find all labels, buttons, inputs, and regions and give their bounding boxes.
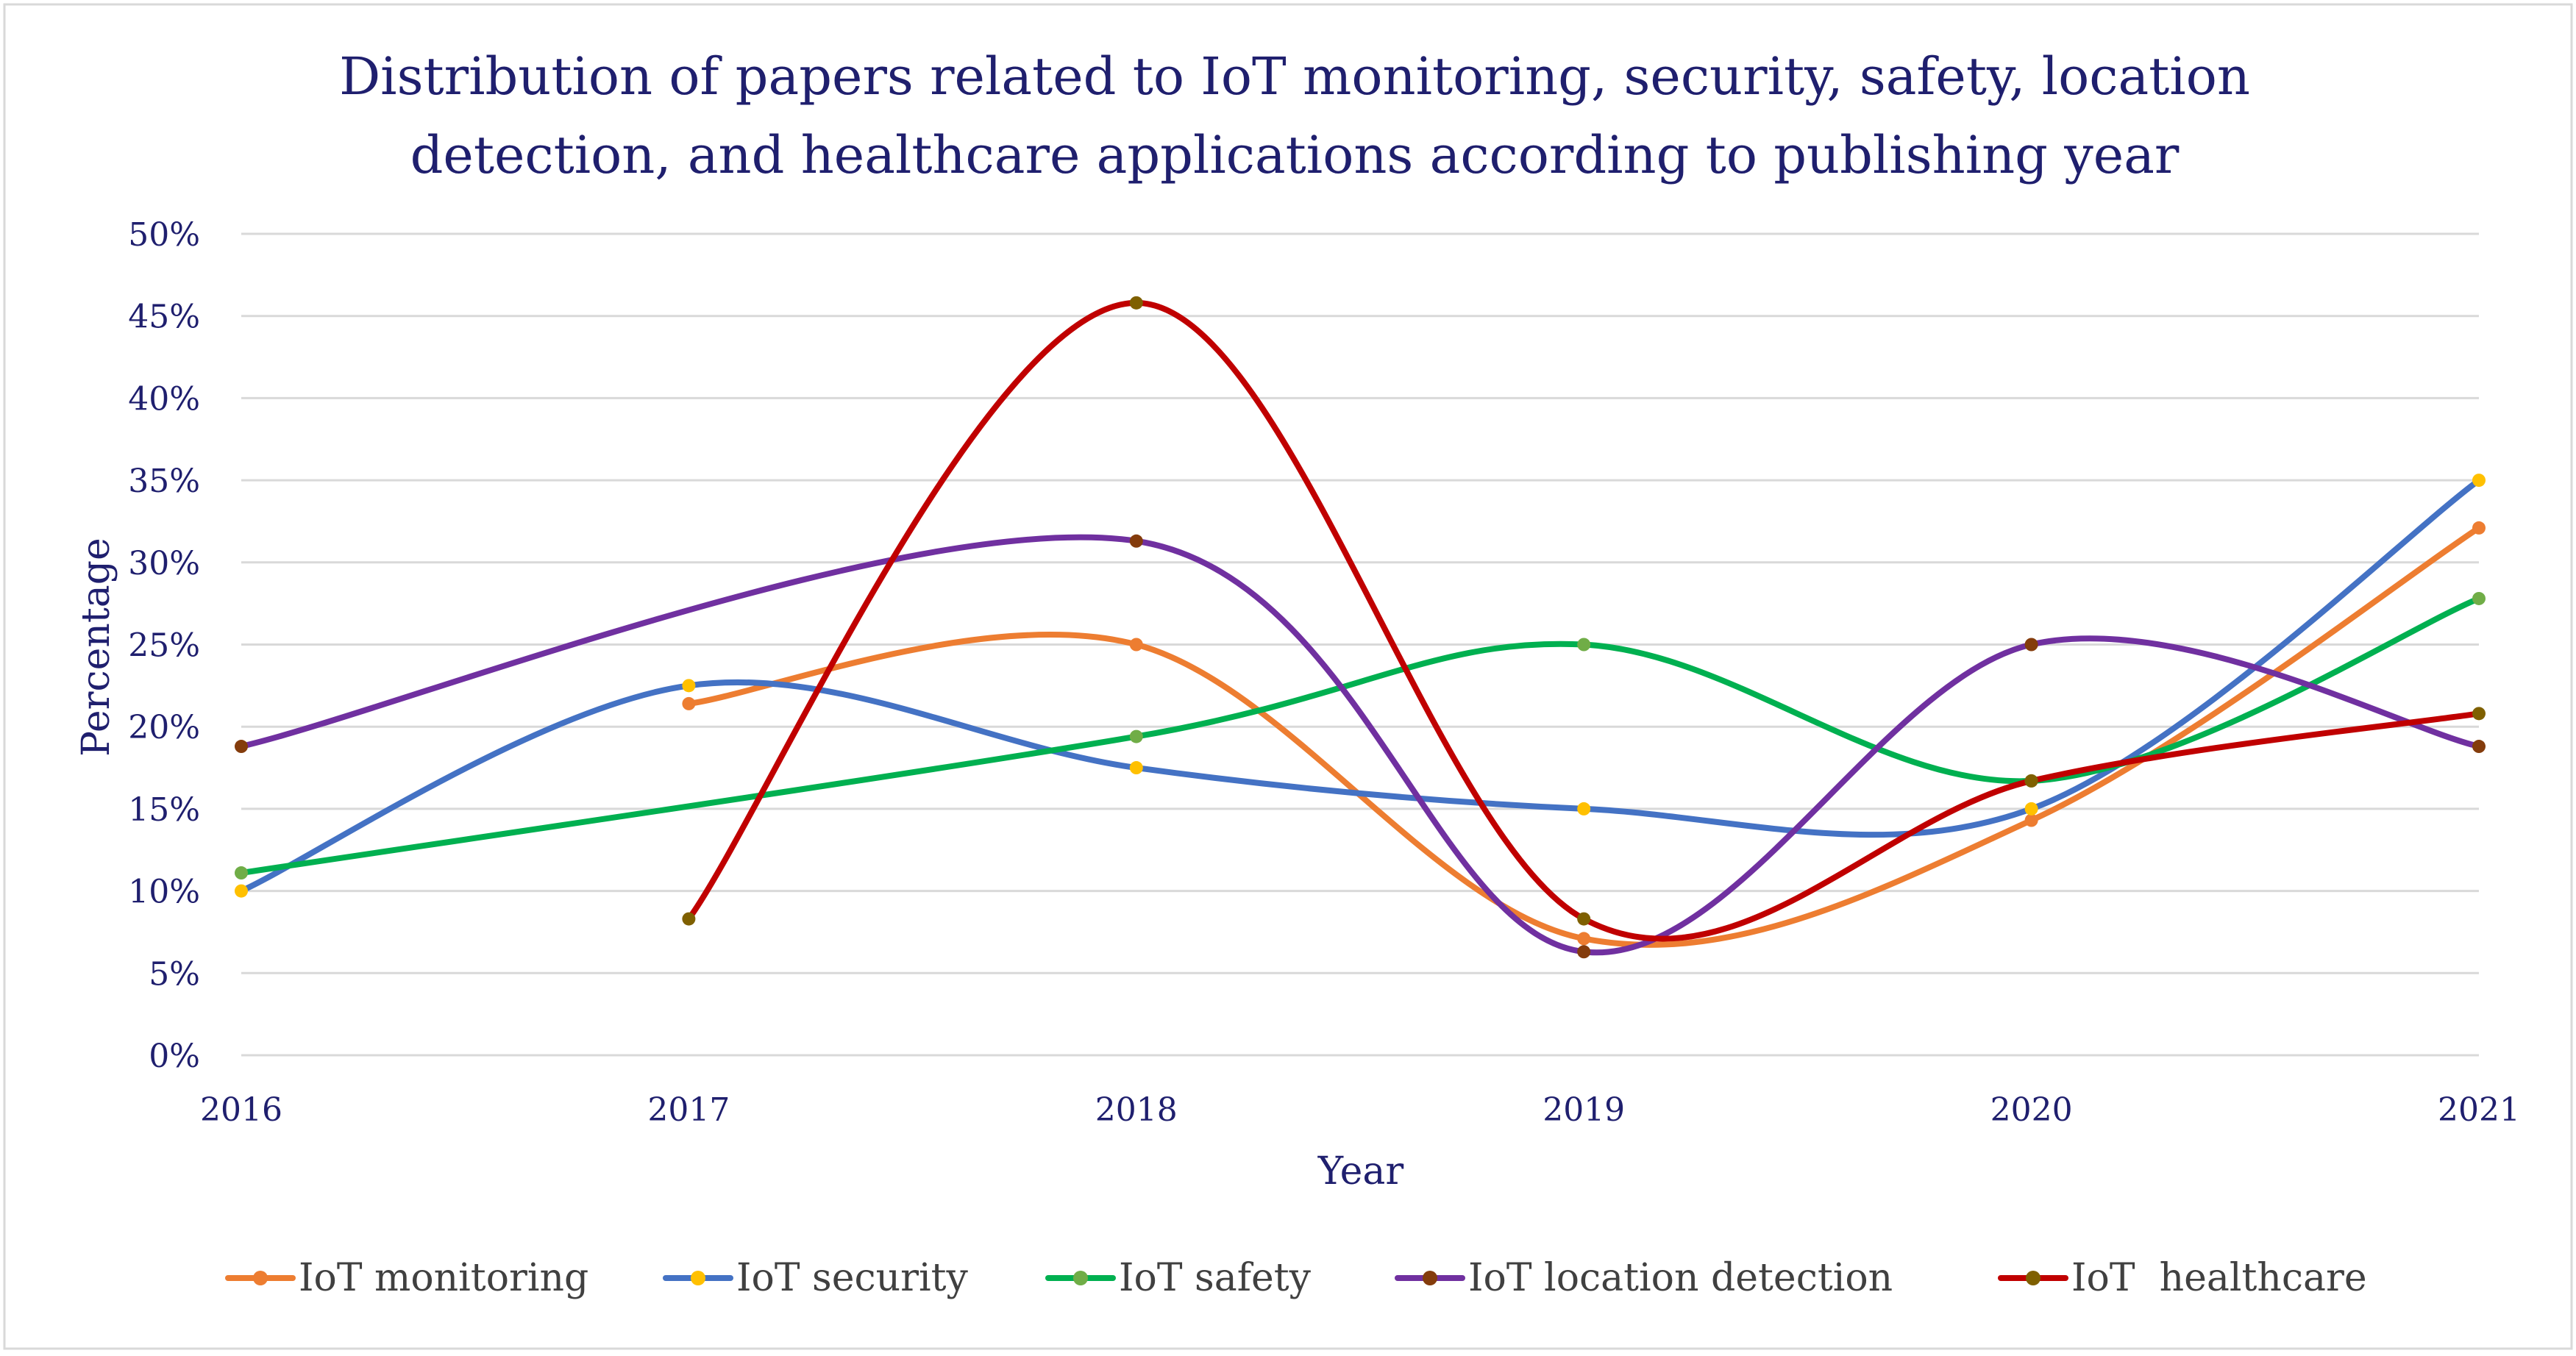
x-tick-label: 2019 (1543, 1091, 1625, 1129)
legend: IoT monitoring IoT security IoT safety IoT … (225, 1256, 2367, 1300)
y-tick-label: 45% (128, 299, 200, 336)
data-point-iot-safety (1129, 729, 1143, 743)
data-point-iot-healthcare (2024, 774, 2038, 788)
chart-border (3, 3, 2573, 1350)
y-tick-label: 15% (128, 791, 200, 829)
y-tick-label: 0% (149, 1038, 200, 1075)
x-axis-label: Year (1317, 1149, 1404, 1193)
data-point-iot-monitoring (682, 696, 696, 710)
series-lines (238, 299, 2482, 956)
y-tick-label: 50% (128, 216, 200, 254)
data-point-iot-healthcare (1129, 296, 1143, 310)
series-line-iot-location-detection (238, 534, 2482, 956)
legend-item: IoT safety (1045, 1256, 1312, 1300)
data-point-iot-safety (2472, 591, 2486, 605)
legend-label: IoT security (736, 1256, 969, 1300)
chart-title-line-1: Distribution of papers related to IoT mo… (339, 46, 2250, 107)
legend-item: IoT healthcare (1998, 1256, 2367, 1300)
data-point-iot-security (682, 679, 696, 693)
data-point-iot-security (1577, 802, 1591, 816)
legend-item: IoT security (663, 1256, 969, 1300)
y-tick-label: 20% (128, 709, 200, 746)
data-point-iot-safety (235, 866, 248, 880)
data-point-iot-security (1129, 761, 1143, 775)
data-point-iot-location-detection (235, 740, 248, 754)
series-line-iot-healthcare (686, 299, 2482, 942)
data-point-iot-healthcare (2472, 707, 2486, 721)
legend-item: IoT monitoring (225, 1256, 588, 1300)
y-tick-label: 5% (149, 955, 200, 993)
x-tick-label: 2018 (1095, 1091, 1178, 1129)
y-tick-label: 35% (128, 463, 200, 500)
data-point-iot-location-detection (2472, 740, 2486, 754)
x-axis-ticks: 2016 2017 2018 2019 2020 2021 (200, 1091, 2520, 1129)
data-point-iot-monitoring (2472, 521, 2486, 535)
y-tick-label: 40% (128, 380, 200, 418)
y-tick-label: 30% (128, 545, 200, 582)
data-point-iot-monitoring (2024, 813, 2038, 827)
chart-title-line-2: detection, and healthcare applications a… (410, 125, 2180, 185)
legend-label: IoT location detection (1468, 1256, 1893, 1300)
legend-swatch-marker (1073, 1271, 1088, 1285)
x-tick-label: 2016 (200, 1091, 282, 1129)
data-point-iot-location-detection (2024, 638, 2038, 652)
data-point-iot-healthcare (682, 912, 696, 926)
series-line-iot-safety (238, 595, 2482, 877)
legend-label: IoT healthcare (2071, 1256, 2367, 1300)
y-tick-label: 10% (128, 874, 200, 911)
legend-label: IoT monitoring (299, 1256, 588, 1300)
data-point-iot-monitoring (1129, 638, 1143, 652)
data-point-iot-safety (1577, 638, 1591, 652)
legend-swatch-marker (691, 1271, 705, 1285)
data-point-iot-security (235, 884, 248, 898)
legend-swatch-marker (2026, 1271, 2040, 1285)
legend-label: IoT safety (1119, 1256, 1312, 1300)
gridlines (241, 232, 2479, 1057)
x-tick-label: 2021 (2438, 1091, 2520, 1129)
data-point-iot-security (2472, 474, 2486, 488)
data-point-iot-location-detection (1129, 534, 1143, 548)
y-axis-ticks: 0% 5% 10% 15% 20% 25% 30% 35% 40% 45% 50% (128, 216, 200, 1075)
data-point-iot-healthcare (1577, 912, 1591, 926)
data-point-iot-location-detection (1577, 945, 1591, 959)
series-markers (235, 296, 2486, 959)
x-tick-label: 2017 (647, 1091, 730, 1129)
y-tick-label: 25% (128, 627, 200, 665)
legend-swatch-marker (1423, 1271, 1437, 1285)
x-tick-label: 2020 (1990, 1091, 2073, 1129)
data-point-iot-monitoring (1577, 932, 1591, 946)
y-axis-label: Percentage (74, 538, 118, 757)
data-point-iot-security (2024, 802, 2038, 816)
legend-swatch-marker (253, 1271, 268, 1285)
legend-item: IoT location detection (1395, 1256, 1893, 1300)
